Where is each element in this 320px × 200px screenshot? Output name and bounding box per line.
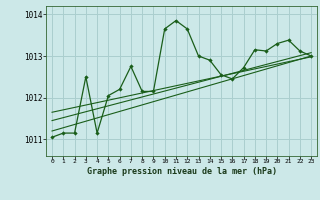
X-axis label: Graphe pression niveau de la mer (hPa): Graphe pression niveau de la mer (hPa): [87, 167, 276, 176]
